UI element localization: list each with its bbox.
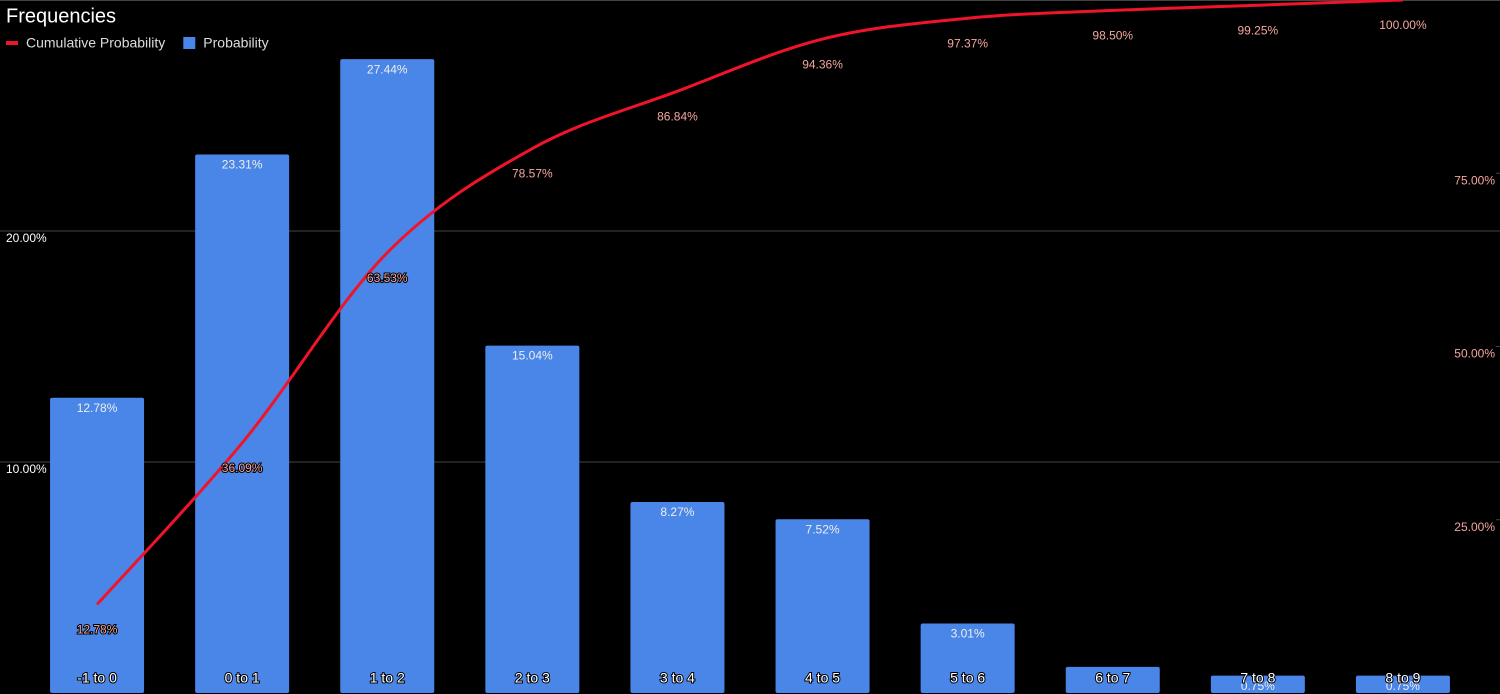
line-value-label: 99.25% [1237, 23, 1278, 37]
y2-tick-label: 50.00% [1454, 347, 1495, 361]
line-value-label: 12.78% [77, 623, 118, 637]
bar-value-label: 12.78% [77, 401, 118, 415]
x-tick-label: 6 to 7 [1095, 670, 1130, 686]
line-value-label: 78.57% [512, 167, 553, 181]
bar [1355, 675, 1450, 693]
line-value-label: 97.37% [947, 36, 988, 50]
y2-tick-label: 25.00% [1454, 520, 1495, 534]
line-value-label: 63.53% [367, 271, 408, 285]
marks: 12.78% 23.31% 27.44% 15.04% 8.27% 7.52% 3.01% 0… [50, 0, 1450, 694]
line-value-label: 98.50% [1092, 29, 1133, 43]
legend-swatch [6, 41, 18, 45]
legend-label: Cumulative Probability [26, 35, 165, 51]
bar-value-label: 7.52% [806, 522, 840, 536]
x-tick-label: 8 to 9 [1385, 670, 1420, 686]
bar-value-label: 15.04% [512, 349, 553, 363]
legend-label: Probability [203, 35, 268, 51]
x-tick-label: 1 to 2 [370, 670, 405, 686]
y-tick-label: 20.00% [6, 231, 47, 245]
x-tick-label: 4 to 5 [805, 670, 840, 686]
y-tick-label: 10.00% [6, 462, 47, 476]
bar [195, 154, 290, 693]
x-tick-label: 7 to 8 [1240, 670, 1275, 686]
x-tick-label: 3 to 4 [660, 670, 695, 686]
y2-tick-label: 75.00% [1454, 173, 1495, 187]
line-value-label: 86.84% [657, 109, 698, 123]
bar-value-label: 0.75% [1386, 679, 1420, 693]
bar [920, 623, 1015, 693]
bar-value-label: 23.31% [222, 158, 263, 172]
bar-value-label: 27.44% [367, 62, 408, 76]
x-tick-label: -1 to 0 [77, 670, 117, 686]
bar [340, 59, 435, 694]
bar-value-label: 0.75% [1241, 679, 1275, 693]
bar [775, 519, 870, 693]
bar [630, 501, 725, 693]
chart-title: Frequencies [6, 5, 116, 27]
line-value-label: 100.00% [1379, 18, 1427, 32]
x-tick-label: 2 to 3 [515, 670, 550, 686]
line-value-label: 94.36% [802, 57, 843, 71]
bar-value-label: 8.27% [660, 505, 694, 519]
bar [1210, 675, 1305, 693]
bar [1065, 666, 1160, 693]
line-value-label: 36.09% [222, 461, 263, 475]
line [95, 0, 1404, 606]
x-tick-label: 5 to 6 [950, 670, 985, 686]
bar-value-label: 3.01% [951, 627, 985, 641]
bar [50, 397, 145, 693]
x-tick-label: 0 to 1 [225, 670, 260, 686]
bar [485, 345, 580, 693]
legend-swatch [183, 37, 196, 49]
